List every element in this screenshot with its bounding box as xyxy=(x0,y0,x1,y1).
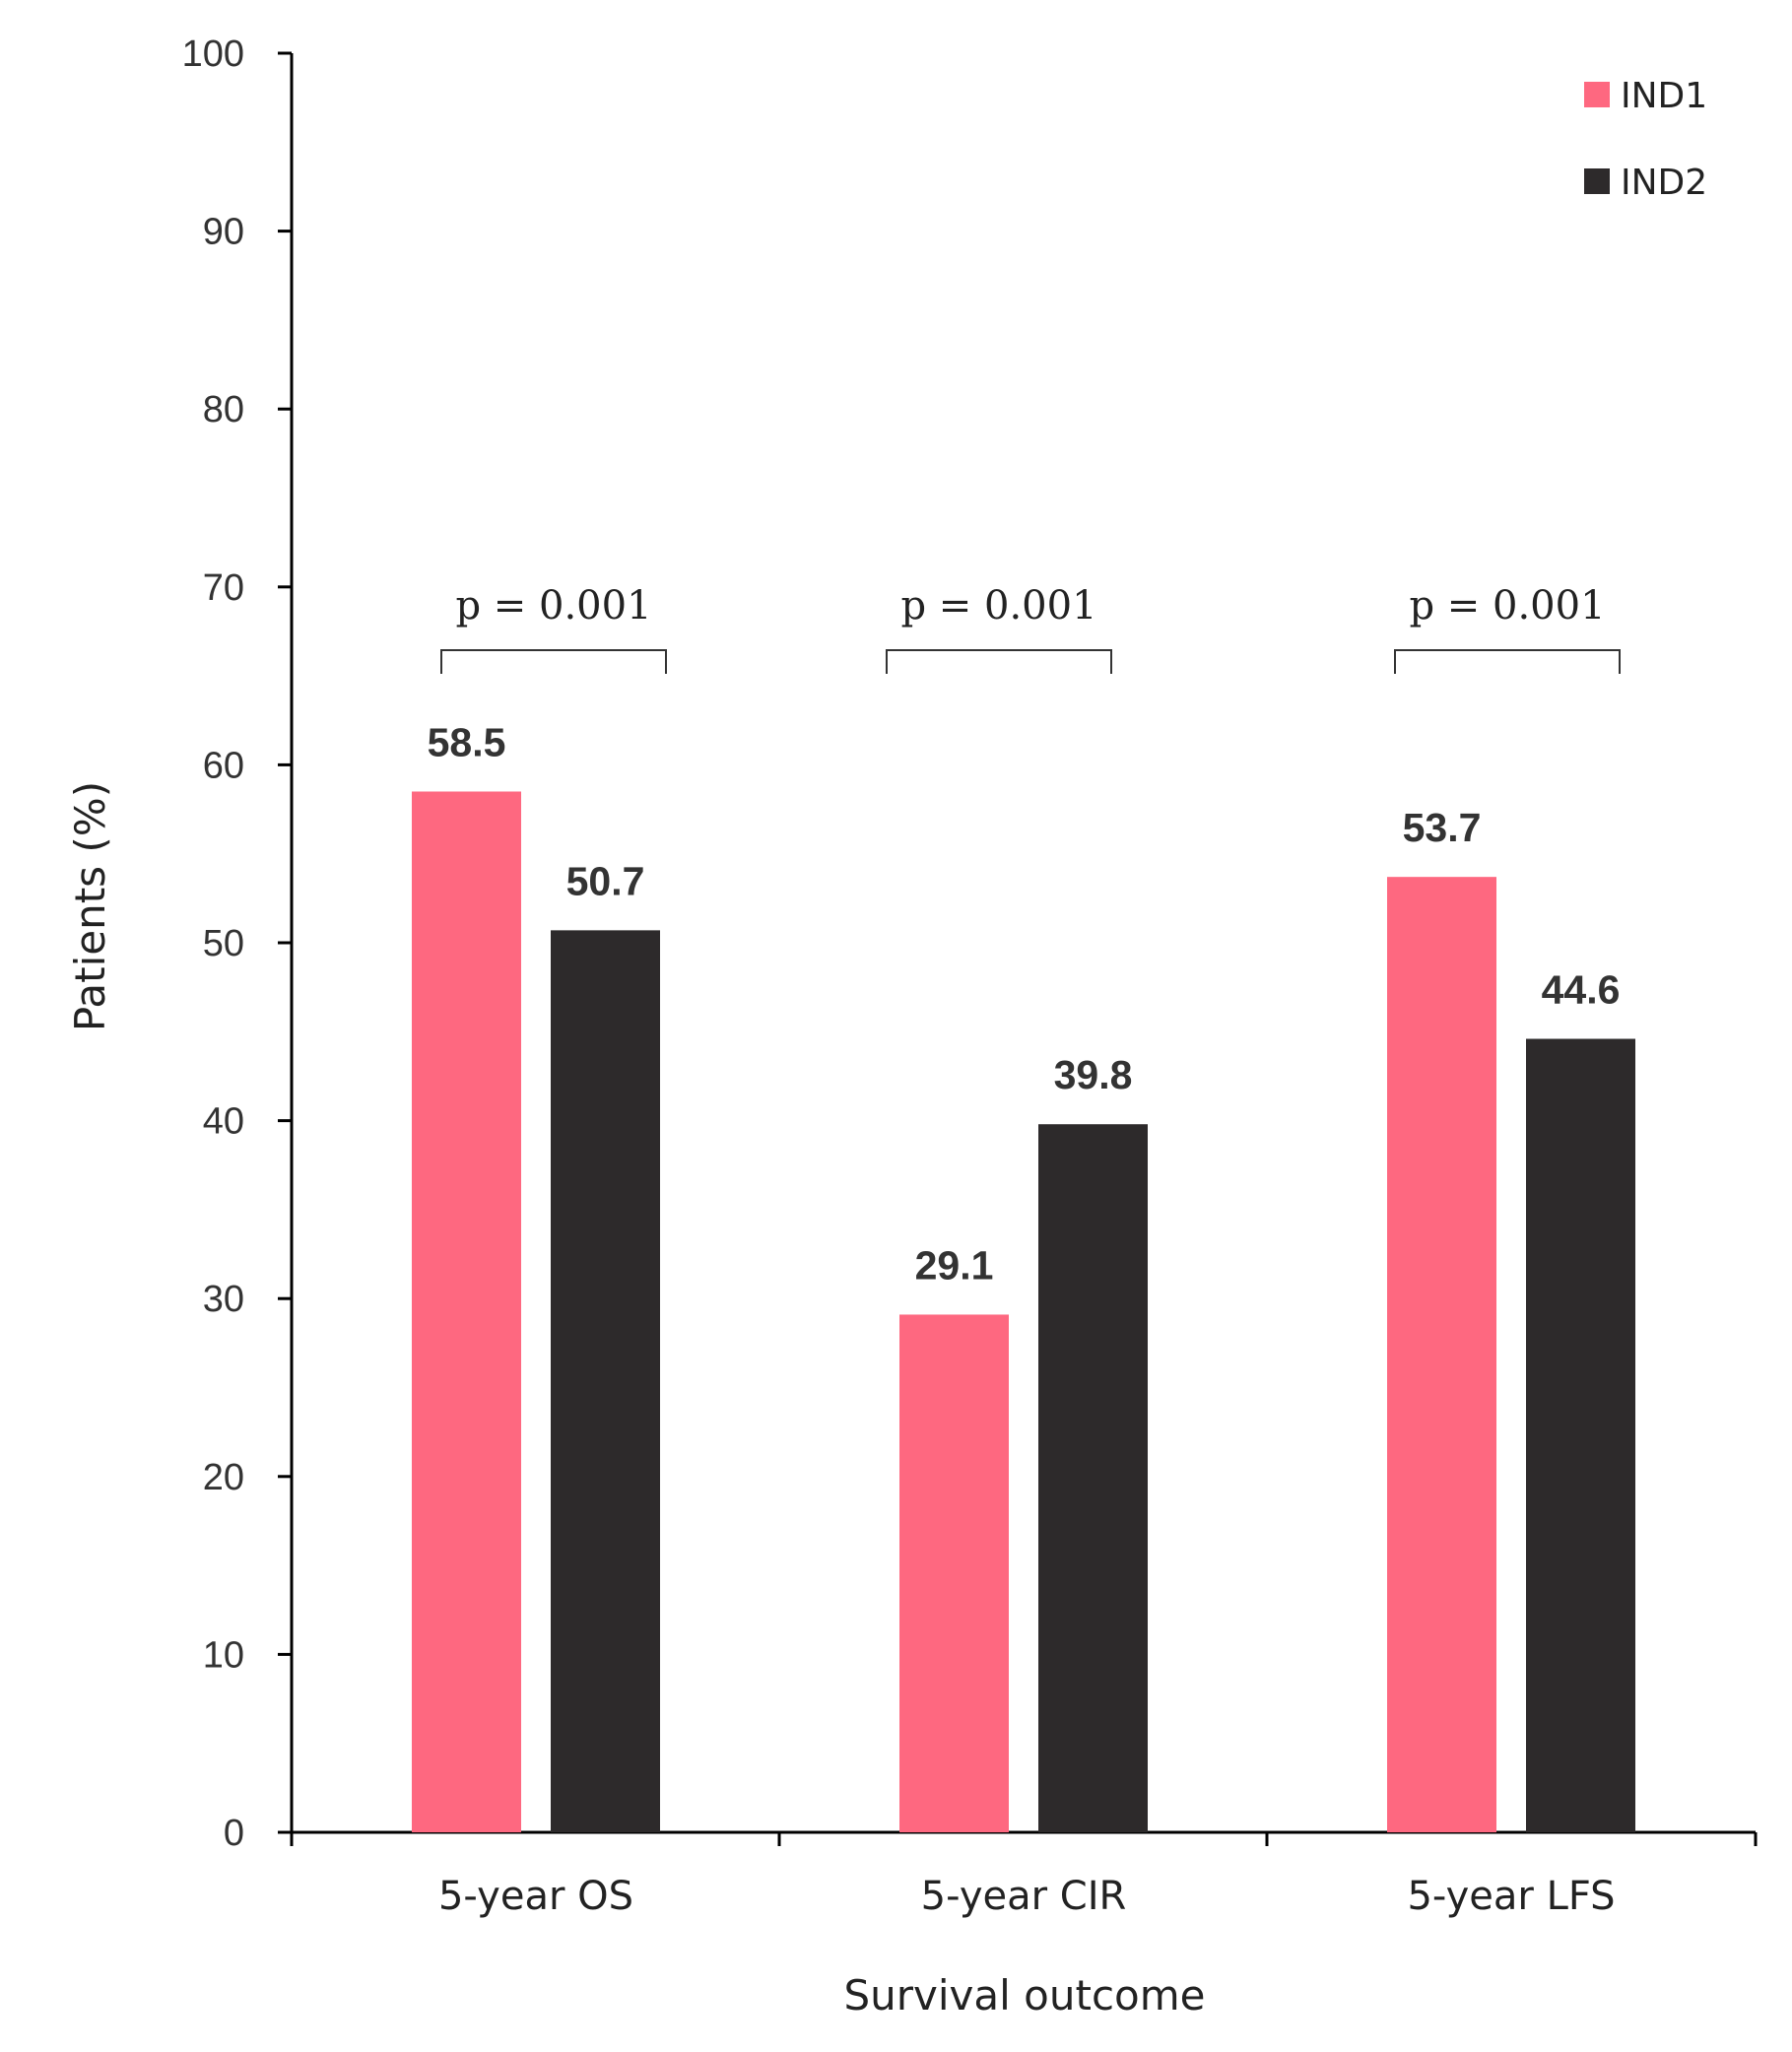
legend: IND1 IND2 xyxy=(1584,76,1707,203)
y-tick-label: 70 xyxy=(203,567,244,609)
data-labels: 58.5 50.7 29.1 39.8 53.7 44.6 xyxy=(428,719,1621,1288)
y-tick-label: 80 xyxy=(203,389,244,430)
bar-ind1-3 xyxy=(1387,877,1496,1832)
data-label: 50.7 xyxy=(566,858,645,903)
y-axis-title: Patients (%) xyxy=(66,781,114,1031)
data-label: 53.7 xyxy=(1403,805,1482,850)
legend-swatch-ind1 xyxy=(1584,82,1610,107)
legend-label: IND1 xyxy=(1621,76,1707,116)
significance-bracket xyxy=(440,649,667,674)
p-value-label: p = 0.001 xyxy=(900,583,1096,629)
x-category-label: 5-year CIR xyxy=(921,1874,1127,1919)
x-category-label: 5-year OS xyxy=(438,1874,633,1919)
y-tick-label: 10 xyxy=(203,1634,244,1676)
y-tick-label: 20 xyxy=(203,1457,244,1498)
y-tick-label: 40 xyxy=(203,1101,244,1143)
legend-label: IND2 xyxy=(1621,163,1707,203)
bar-ind2-1 xyxy=(551,930,660,1832)
significance-bracket xyxy=(1394,649,1621,674)
legend-swatch-ind2 xyxy=(1584,168,1610,194)
bar-ind1-1 xyxy=(412,791,521,1832)
y-tick-label: 100 xyxy=(182,33,244,75)
bar-ind2-3 xyxy=(1526,1038,1635,1832)
p-value-label: p = 0.001 xyxy=(1409,583,1605,629)
significance-brackets: p = 0.001 p = 0.001 p = 0.001 xyxy=(440,583,1621,674)
data-label: 58.5 xyxy=(428,719,506,764)
x-category-label: 5-year LFS xyxy=(1407,1874,1615,1919)
bar-ind2-2 xyxy=(1038,1124,1148,1832)
p-value-label: p = 0.001 xyxy=(455,583,651,629)
significance-bracket xyxy=(886,649,1112,674)
y-tick-label: 30 xyxy=(203,1279,244,1320)
data-label: 29.1 xyxy=(915,1242,994,1288)
y-tick-label: 50 xyxy=(203,923,244,964)
data-label: 44.6 xyxy=(1542,967,1621,1013)
bars xyxy=(412,791,1635,1832)
data-label: 39.8 xyxy=(1054,1052,1133,1097)
y-tick-label: 90 xyxy=(203,212,244,253)
y-axis-ticks: 0 10 20 30 40 50 60 70 80 90 100 xyxy=(182,33,292,1854)
y-tick-label: 60 xyxy=(203,745,244,786)
x-axis-title: Survival outcome xyxy=(843,1971,1205,2019)
y-tick-label: 0 xyxy=(224,1813,244,1854)
bar-ind1-2 xyxy=(899,1314,1009,1832)
x-axis-category-labels: 5-year OS 5-year CIR 5-year LFS xyxy=(438,1874,1616,1919)
